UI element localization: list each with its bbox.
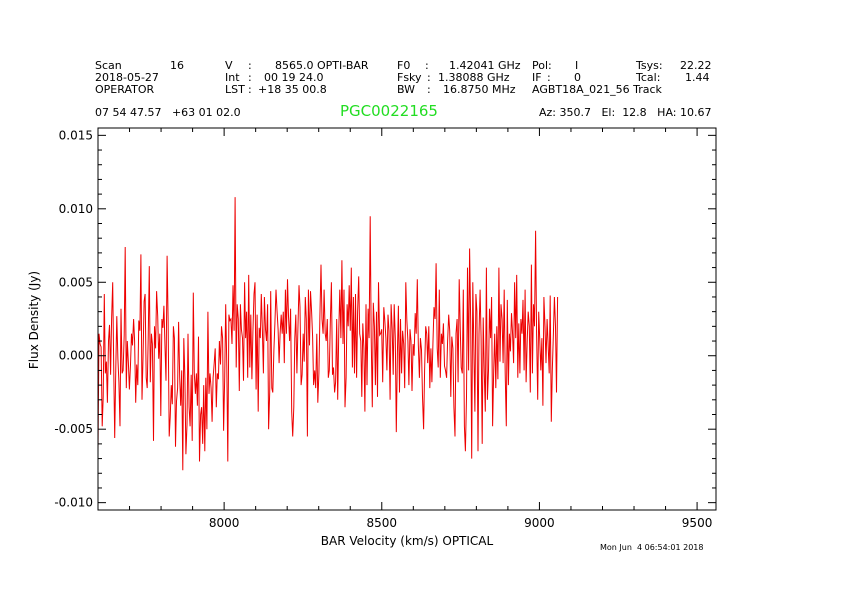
header-tsys: Tsys: (636, 60, 663, 72)
bw-sep: : (427, 83, 431, 96)
tsys-label: Tsys: (636, 59, 663, 72)
axis-layer: 8000 8500 9000 9500 -0.010 -0.005 0.000 0.005 0.… (54, 128, 716, 530)
header-if-sep: : (547, 72, 551, 84)
if-sep: : (547, 71, 551, 84)
header-fsky: Fsky (397, 72, 422, 84)
y-tick-label: -0.010 (54, 496, 93, 510)
if-value: 0 (574, 71, 581, 84)
lst-value: +18 35 00.8 (258, 83, 327, 96)
x-tick-label: 8000 (209, 516, 240, 530)
int-label: Int (225, 71, 240, 84)
f0-value: 1.42041 GHz (449, 59, 521, 72)
operator-text: OPERATOR (95, 83, 155, 96)
source-coordinates: 07 54 47.57 +63 01 02.0 (95, 106, 241, 119)
y-tick-label: 0.010 (59, 202, 93, 216)
header-f0-sep: : (425, 60, 429, 72)
header-row1-col1: Scan (95, 60, 122, 72)
y-tick-label: -0.005 (54, 422, 93, 436)
v-sep: : (248, 59, 252, 72)
header-pol: Pol: (532, 60, 552, 72)
header-lst: LST (225, 84, 245, 96)
y-tick-label: 0.000 (59, 349, 93, 363)
date-text: 2018-05-27 (95, 71, 159, 84)
int-sep: : (248, 71, 252, 84)
v-label: V (225, 59, 233, 72)
y-tick-label: 0.015 (59, 128, 93, 142)
x-tick-label: 9000 (524, 516, 555, 530)
f0-label: F0 (397, 59, 411, 72)
fsky-label: Fsky (397, 71, 422, 84)
trace-layer (97, 197, 559, 471)
lst-label: LST (225, 83, 245, 96)
lst-sep: : (248, 83, 252, 96)
y-tick-label: 0.005 (59, 275, 93, 289)
header-project: AGBT18A_021_56 Track (532, 84, 662, 96)
x-tick-label: 8500 (367, 516, 398, 530)
header-f0-val: 1.42041 GHz (449, 60, 521, 72)
fsky-sep: : (427, 71, 431, 84)
header-f0: F0 (397, 60, 410, 72)
header-row1-col1-val: 16 (170, 60, 184, 72)
header-v-val: 8565.0 OPTI-BAR (275, 60, 369, 72)
header-date: 2018-05-27 (95, 72, 159, 84)
header-v-sep: : (248, 60, 252, 72)
tcal-value: 1.44 (685, 71, 710, 84)
tcal-label: Tcal: (636, 71, 661, 84)
header-int-sep: : (248, 72, 252, 84)
header-operator: OPERATOR (95, 84, 154, 96)
f0-sep: : (425, 59, 429, 72)
pol-value: I (575, 59, 579, 72)
header-if: IF (532, 72, 542, 84)
header-lst-sep: : (248, 84, 252, 96)
if-label: IF (532, 71, 542, 84)
header-lst-val: +18 35 00.8 (258, 84, 327, 96)
header-fsky-sep: : (427, 72, 431, 84)
object-name: PGC0022165 (340, 102, 438, 120)
header-bw: BW (397, 84, 415, 96)
header-int-val: 00 19 24.0 (264, 72, 323, 84)
scan-label: Scan (95, 59, 122, 72)
fsky-value: 1.38088 GHz (438, 71, 510, 84)
header-v: V (225, 60, 233, 72)
v-value: 8565.0 OPTI-BAR (275, 59, 369, 72)
scan-value: 16 (170, 59, 184, 72)
pol-label: Pol: (532, 59, 552, 72)
int-value: 00 19 24.0 (264, 71, 324, 84)
header-tsys-val: 22.22 (680, 60, 712, 72)
x-axis-label: BAR Velocity (km/s) OPTICAL (321, 534, 494, 548)
header-tcal-val: 1.44 (685, 72, 710, 84)
bw-value: 16.8750 MHz (443, 83, 516, 96)
plot-timestamp: Mon Jun 4 06:54:01 2018 (600, 543, 704, 552)
header-bw-val: 16.8750 MHz (443, 84, 516, 96)
spectrum-trace (97, 197, 559, 471)
header-int: Int (225, 72, 240, 84)
header-fsky-val: 1.38088 GHz (438, 72, 510, 84)
pointing-info: Az: 350.7 El: 12.8 HA: 10.67 (539, 106, 712, 119)
header-if-val: 0 (574, 72, 581, 84)
y-axis-label: Flux Density (Jy) (27, 271, 41, 369)
bw-label: BW (397, 83, 416, 96)
project-text: AGBT18A_021_56 Track (532, 83, 662, 96)
header-bw-sep: : (427, 84, 431, 96)
header-tcal: Tcal: (636, 72, 660, 84)
x-tick-label: 9500 (682, 516, 713, 530)
tsys-value: 22.22 (680, 59, 712, 72)
plot-frame (97, 127, 717, 511)
header-pol-val: I (575, 60, 578, 72)
